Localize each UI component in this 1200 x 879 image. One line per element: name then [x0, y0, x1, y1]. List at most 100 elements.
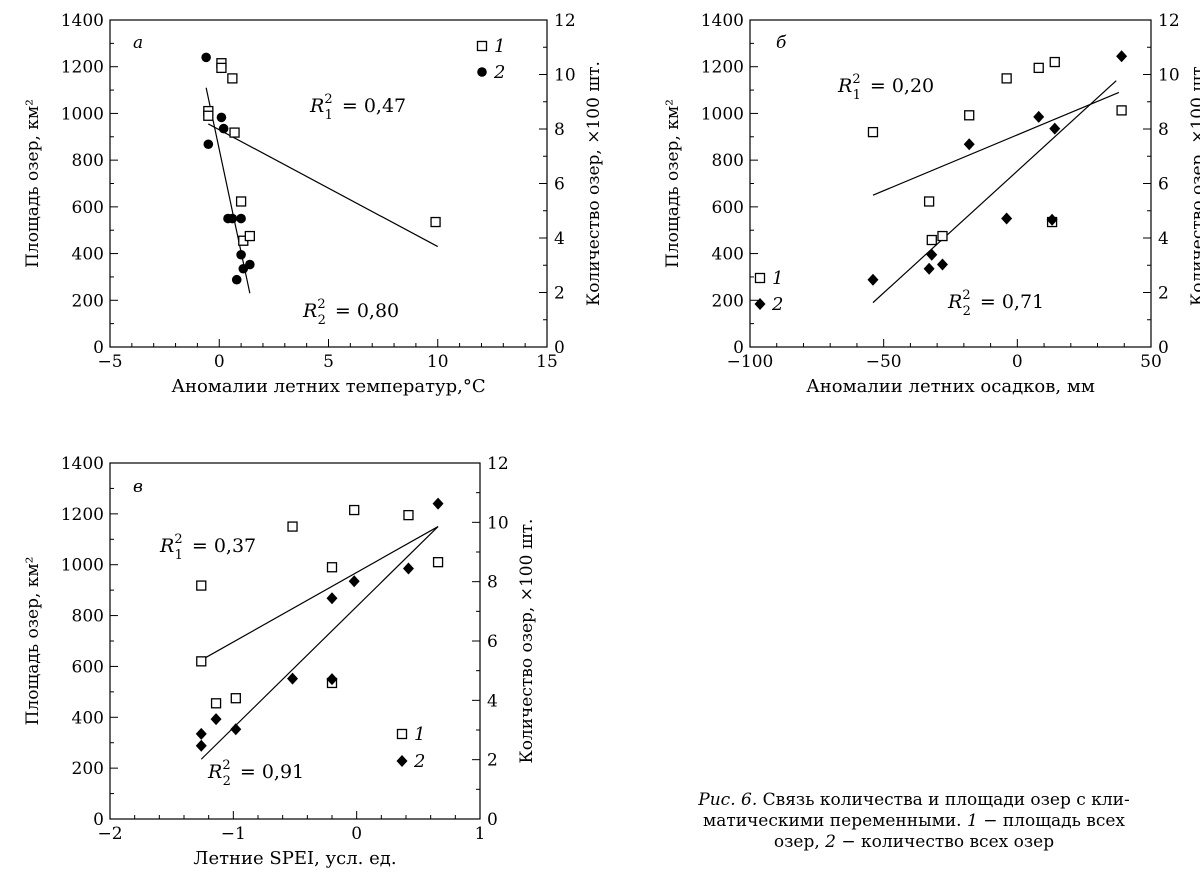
data-point-series-1 — [937, 230, 948, 242]
data-point-series-2 — [936, 258, 948, 271]
legend-label: 2 — [771, 294, 783, 315]
y-right-tick-label: 0 — [487, 810, 498, 830]
y-left-tick-label: 600 — [72, 198, 104, 218]
data-point-series-1 — [432, 557, 444, 568]
r-value: = 0,71 — [980, 291, 1044, 313]
y-right-tick-label: 10 — [1158, 66, 1180, 86]
data-point-series-1 — [235, 196, 247, 207]
data-point-series-1 — [244, 230, 255, 242]
y-right-tick-label: 6 — [1158, 175, 1169, 195]
chart-panel-3: −2 −1 0 10200400600800100012001400024681012… — [23, 454, 537, 869]
y-right-tick-label: 10 — [487, 513, 509, 533]
r-value: = 0,80 — [335, 300, 399, 322]
legend-marker — [396, 728, 408, 740]
data-point-series-1 — [1116, 105, 1127, 116]
panel-label: б — [776, 33, 787, 53]
data-point-series-1 — [230, 693, 241, 704]
y-left-tick-label: 400 — [72, 245, 104, 265]
x-tick-label: −5 — [97, 352, 122, 372]
y-right-tick-label: 2 — [1158, 284, 1169, 304]
x-tick-label: 0 — [1012, 352, 1023, 372]
legend-marker — [477, 67, 487, 77]
data-point-series-1 — [326, 562, 338, 573]
data-point-series-2 — [1001, 212, 1013, 225]
y-left-tick-label: 1000 — [61, 104, 104, 124]
data-point-series-1 — [196, 580, 207, 591]
x-tick-label: 0 — [351, 824, 362, 844]
caption-line-3: − площадь всех — [977, 811, 1126, 831]
r-superscript: 2 — [222, 758, 230, 773]
r-symbol: R — [302, 300, 317, 322]
chart-panel-1: −5 0 5 10 1502004006008001000120014000246810… — [23, 11, 604, 397]
data-point-series-2 — [227, 213, 238, 224]
y-left-tick-label: 1400 — [701, 11, 744, 31]
legend-marker — [396, 755, 408, 767]
data-point-series-2 — [402, 562, 414, 575]
chart-panel-2: −100 −50 0 50020040060080010001200140002468… — [663, 11, 1200, 397]
y-right-tick-label: 8 — [1158, 120, 1169, 140]
data-point-series-2 — [236, 213, 246, 224]
x-axis-label: Аномалии летних температур,°С — [171, 376, 485, 397]
y-left-tick-label: 1200 — [701, 58, 744, 78]
data-point-series-1 — [923, 196, 935, 207]
y-left-tick-label: 1000 — [61, 556, 104, 576]
x-axis-label: Летние SPEI, усл. ед. — [193, 848, 396, 869]
y-left-tick-label: 0 — [93, 338, 104, 358]
r-superscript: 2 — [174, 532, 182, 547]
data-point-series-2 — [923, 262, 935, 275]
y-left-tick-label: 600 — [712, 198, 744, 218]
y-left-tick-label: 1400 — [61, 11, 104, 31]
r-superscript: 2 — [852, 72, 860, 87]
caption-item-2: 2 — [825, 832, 836, 852]
data-point-series-1 — [867, 126, 879, 138]
figure-caption: Рис. 6. Связь количества и площади озер … — [628, 790, 1200, 853]
r-squared-annotation: R2 1 = 0,20 — [837, 72, 934, 103]
panel-label: а — [133, 33, 143, 53]
r-squared-annotation: R2 1 = 0,47 — [309, 92, 406, 123]
r-subscript: 1 — [325, 108, 333, 123]
x-tick-label: 15 — [536, 352, 558, 372]
data-point-series-2 — [1046, 213, 1058, 226]
data-point-series-2 — [195, 727, 207, 740]
data-point-series-2 — [432, 497, 444, 510]
trendline-series-1 — [872, 91, 1120, 196]
trendline-series-1 — [200, 526, 439, 661]
y-left-tick-label: 0 — [733, 338, 744, 358]
data-point-series-1 — [1001, 73, 1012, 84]
r-symbol: R — [947, 291, 962, 313]
x-tick-label: 10 — [427, 352, 449, 372]
y-right-tick-label: 6 — [487, 632, 498, 652]
y-left-tick-label: 200 — [72, 291, 104, 311]
data-point-series-1 — [216, 62, 227, 74]
y-right-tick-label: 10 — [554, 66, 576, 86]
trendline-series-2 — [872, 80, 1117, 304]
data-point-series-2 — [1033, 110, 1045, 123]
r-value: = 0,91 — [240, 761, 304, 783]
legend-marker — [476, 40, 488, 52]
legend-label: 1 — [772, 268, 783, 289]
x-tick-label: −1 — [221, 824, 246, 844]
data-point-series-1 — [964, 110, 975, 121]
data-point-series-1 — [203, 110, 214, 121]
y-left-tick-label: 200 — [712, 291, 744, 311]
r-squared-annotation: R2 2 = 0,71 — [947, 288, 1044, 319]
data-point-series-2 — [287, 672, 299, 685]
x-tick-label: −50 — [866, 352, 902, 372]
y-left-axis-label: Площадь озер, км² — [23, 99, 43, 268]
panel-label: в — [133, 477, 143, 497]
caption-line-5: − количество всех озер — [836, 832, 1055, 852]
y-left-tick-label: 600 — [72, 657, 104, 677]
y-right-tick-label: 0 — [554, 338, 565, 358]
r-value: = 0,20 — [870, 75, 934, 97]
data-point-series-1 — [926, 234, 937, 246]
y-right-tick-label: 12 — [1158, 11, 1180, 31]
legend-label: 2 — [493, 62, 505, 83]
data-point-series-1 — [287, 521, 298, 532]
y-right-tick-label: 12 — [554, 11, 576, 31]
data-point-series-2 — [326, 592, 338, 605]
r-subscript: 2 — [318, 313, 326, 328]
y-left-tick-label: 800 — [72, 607, 104, 627]
r-subscript: 2 — [223, 774, 231, 789]
data-point-series-2 — [245, 259, 255, 270]
data-point-series-1 — [227, 73, 238, 84]
